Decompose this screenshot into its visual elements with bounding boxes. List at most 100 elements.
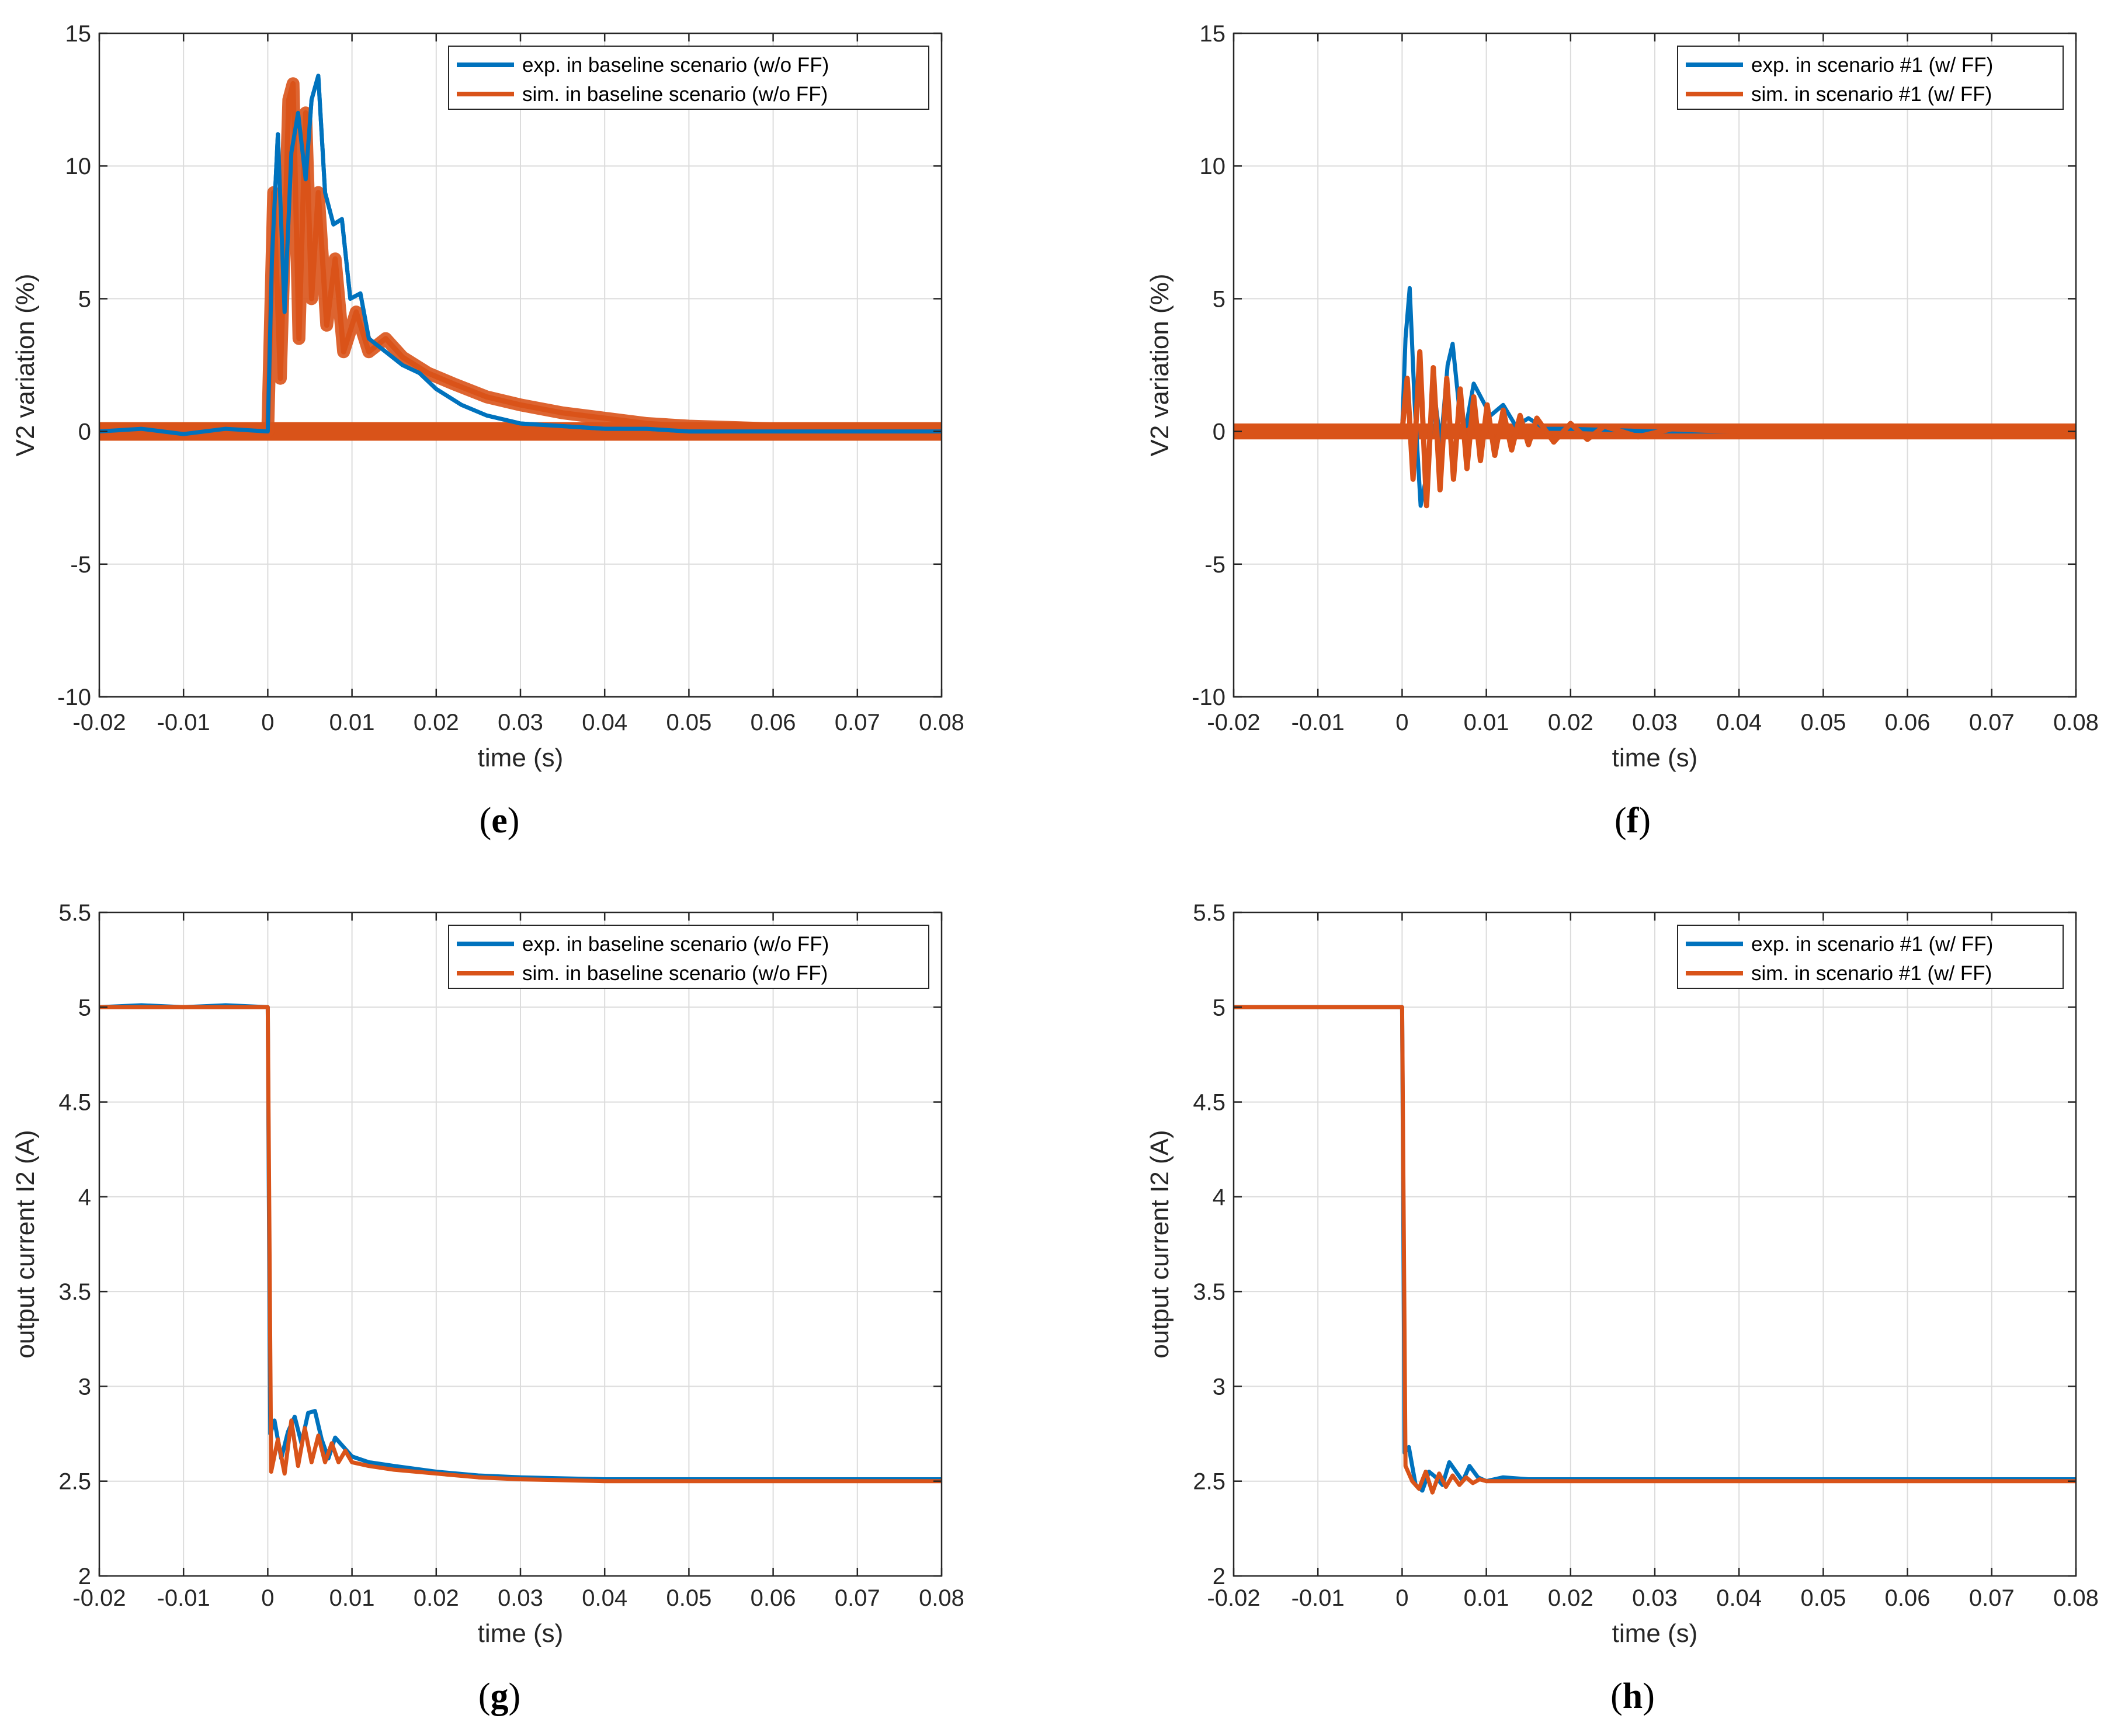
y-tick-label: 5.5 xyxy=(58,900,91,926)
chart-f-svg: -0.02 -0.01 0 0.01 0.02 0.03 0.04 0.05 0.06 0.07 0… xyxy=(1145,21,2099,772)
x-tick-label: 0 xyxy=(261,710,274,735)
y-axis-label: V2 variation (%) xyxy=(1145,273,1174,456)
x-tick-label: -0.02 xyxy=(72,1585,126,1611)
x-tick-label: -0.01 xyxy=(157,710,210,735)
caption-f: (f) xyxy=(1615,801,1651,841)
x-tick-label: 0.07 xyxy=(835,710,880,735)
y-axis-label: output current I2 (A) xyxy=(11,1130,40,1358)
tick-group: -0.02 -0.01 0 0.01 0.02 0.03 0.04 0.05 0.06 0.07 0… xyxy=(1192,21,2099,735)
legend-sim-label: sim. in scenario #1 (w/ FF) xyxy=(1751,962,1992,985)
x-tick-label: 0.03 xyxy=(498,710,543,735)
x-axis-label: time (s) xyxy=(478,1619,564,1648)
legend-box xyxy=(448,46,929,110)
y-tick-label: 3.5 xyxy=(1193,1279,1225,1305)
y-tick-label: 3 xyxy=(1213,1374,1225,1400)
legend: exp. in scenario #1 (w/ FF) sim. in scena… xyxy=(1677,925,2064,989)
y-tick-label: 3.5 xyxy=(58,1279,91,1305)
legend-sim-label: sim. in baseline scenario (w/o FF) xyxy=(522,83,828,106)
tick-group: -0.02 -0.01 0 0.01 0.02 0.03 0.04 0.05 0.06 0.07 0… xyxy=(57,21,964,735)
y-tick-label: 2.5 xyxy=(1193,1469,1225,1495)
sim-series-line xyxy=(1234,1005,2076,1495)
caption-h: (h) xyxy=(1610,1676,1655,1716)
y-tick-label: 15 xyxy=(65,21,92,47)
x-tick-label: 0.07 xyxy=(835,1585,880,1611)
x-tick-label: 0.02 xyxy=(414,1585,459,1611)
x-tick-label: 0.04 xyxy=(1716,710,1762,735)
legend-exp-label: exp. in scenario #1 (w/ FF) xyxy=(1751,54,1993,77)
x-tick-label: -0.01 xyxy=(1291,710,1345,735)
chart-panel-g: -0.02 -0.01 0 0.01 0.02 0.03 0.04 0.05 0.06 0.07 0… xyxy=(0,868,1056,1736)
x-tick-label: 0.07 xyxy=(1969,1585,2015,1611)
chart-panel-f: -0.02 -0.01 0 0.01 0.02 0.03 0.04 0.05 0.06 0.07 0… xyxy=(1056,0,2111,868)
x-tick-label: 0.01 xyxy=(1464,710,1509,735)
legend-exp-label: exp. in scenario #1 (w/ FF) xyxy=(1751,933,1993,956)
y-tick-label: 5 xyxy=(78,286,91,312)
x-tick-label: 0.02 xyxy=(1548,710,1593,735)
x-tick-label: 0.01 xyxy=(329,710,375,735)
y-tick-label: -5 xyxy=(70,552,91,578)
sim-series-line xyxy=(1234,349,2076,509)
x-tick-label: 0.01 xyxy=(1464,1585,1509,1611)
x-tick-label: 0.05 xyxy=(1800,710,1846,735)
x-tick-label: 0 xyxy=(261,1585,274,1611)
x-tick-label: 0.02 xyxy=(1548,1585,1593,1611)
y-tick-label: 2 xyxy=(1213,1564,1225,1589)
y-tick-label: 10 xyxy=(1200,154,1226,179)
chart-panel-e: -0.02 -0.01 0 0.01 0.02 0.03 0.04 0.05 0.06 0.07 0… xyxy=(0,0,1056,868)
x-tick-label: -0.02 xyxy=(1207,1585,1260,1611)
x-tick-label: 0.01 xyxy=(329,1585,375,1611)
tick-group: -0.02 -0.01 0 0.01 0.02 0.03 0.04 0.05 0.06 0.07 0… xyxy=(58,900,964,1611)
x-tick-label: 0.03 xyxy=(1632,1585,1678,1611)
x-tick-label: 0.04 xyxy=(1716,1585,1762,1611)
y-tick-label: 3 xyxy=(78,1374,91,1400)
x-tick-label: 0 xyxy=(1395,710,1408,735)
caption-e: (e) xyxy=(479,801,520,841)
legend: exp. in baseline scenario (w/o FF) sim. i… xyxy=(448,46,929,110)
x-tick-label: 0.03 xyxy=(498,1585,543,1611)
x-tick-label: -0.02 xyxy=(72,710,126,735)
legend-exp-label: exp. in baseline scenario (w/o FF) xyxy=(522,54,829,77)
y-tick-label: -5 xyxy=(1204,552,1225,578)
sim-envelope-line xyxy=(99,77,942,438)
x-tick-label: 0.06 xyxy=(1885,710,1931,735)
x-tick-label: -0.01 xyxy=(1291,1585,1345,1611)
exp-series-overlay xyxy=(99,74,942,436)
y-tick-label: 5 xyxy=(1213,995,1225,1020)
legend-sim-label: sim. in scenario #1 (w/ FF) xyxy=(1751,83,1992,106)
y-tick-label: 5 xyxy=(1213,286,1225,312)
legend: exp. in baseline scenario (w/o FF) sim. i… xyxy=(448,925,929,989)
y-tick-label: 2 xyxy=(78,1564,91,1589)
y-tick-label: 10 xyxy=(65,154,92,179)
y-tick-label: 15 xyxy=(1200,21,1226,47)
caption-g: (g) xyxy=(478,1676,521,1716)
series-group xyxy=(99,1003,942,1484)
x-tick-label: -0.01 xyxy=(157,1585,210,1611)
y-axis-label: output current I2 (A) xyxy=(1145,1130,1174,1358)
y-tick-label: 5.5 xyxy=(1193,900,1225,926)
x-tick-label: 0.07 xyxy=(1969,710,2015,735)
y-tick-label: 4.5 xyxy=(58,1090,91,1116)
x-tick-label: -0.02 xyxy=(1207,710,1260,735)
chart-panel-h: -0.02 -0.01 0 0.01 0.02 0.03 0.04 0.05 0.06 0.07 0… xyxy=(1056,868,2111,1736)
y-tick-label: -10 xyxy=(57,685,91,710)
y-tick-label: 0 xyxy=(1213,419,1225,445)
x-tick-label: 0.02 xyxy=(414,710,459,735)
x-axis-label: time (s) xyxy=(1612,1619,1698,1648)
x-tick-label: 0.08 xyxy=(2053,1585,2099,1611)
tick-group: -0.02 -0.01 0 0.01 0.02 0.03 0.04 0.05 0.06 0.07 0… xyxy=(1193,900,2099,1611)
legend-exp-label: exp. in baseline scenario (w/o FF) xyxy=(522,933,829,956)
y-tick-label: 2.5 xyxy=(58,1469,91,1495)
chart-h-svg: -0.02 -0.01 0 0.01 0.02 0.03 0.04 0.05 0.06 0.07 0… xyxy=(1145,900,2099,1648)
legend-box xyxy=(448,925,929,989)
chart-g-svg: -0.02 -0.01 0 0.01 0.02 0.03 0.04 0.05 0.06 0.07 0… xyxy=(11,900,964,1648)
sim-series-line xyxy=(99,1005,942,1484)
x-tick-label: 0.03 xyxy=(1632,710,1678,735)
x-tick-label: 0.04 xyxy=(582,710,627,735)
x-tick-label: 0 xyxy=(1395,1585,1408,1611)
x-tick-label: 0.08 xyxy=(919,1585,964,1611)
x-tick-label: 0.08 xyxy=(2053,710,2099,735)
legend-sim-label: sim. in baseline scenario (w/o FF) xyxy=(522,962,828,985)
y-tick-label: 4 xyxy=(1213,1185,1225,1210)
x-tick-label: 0.06 xyxy=(751,1585,796,1611)
y-tick-label: 4.5 xyxy=(1193,1090,1225,1116)
